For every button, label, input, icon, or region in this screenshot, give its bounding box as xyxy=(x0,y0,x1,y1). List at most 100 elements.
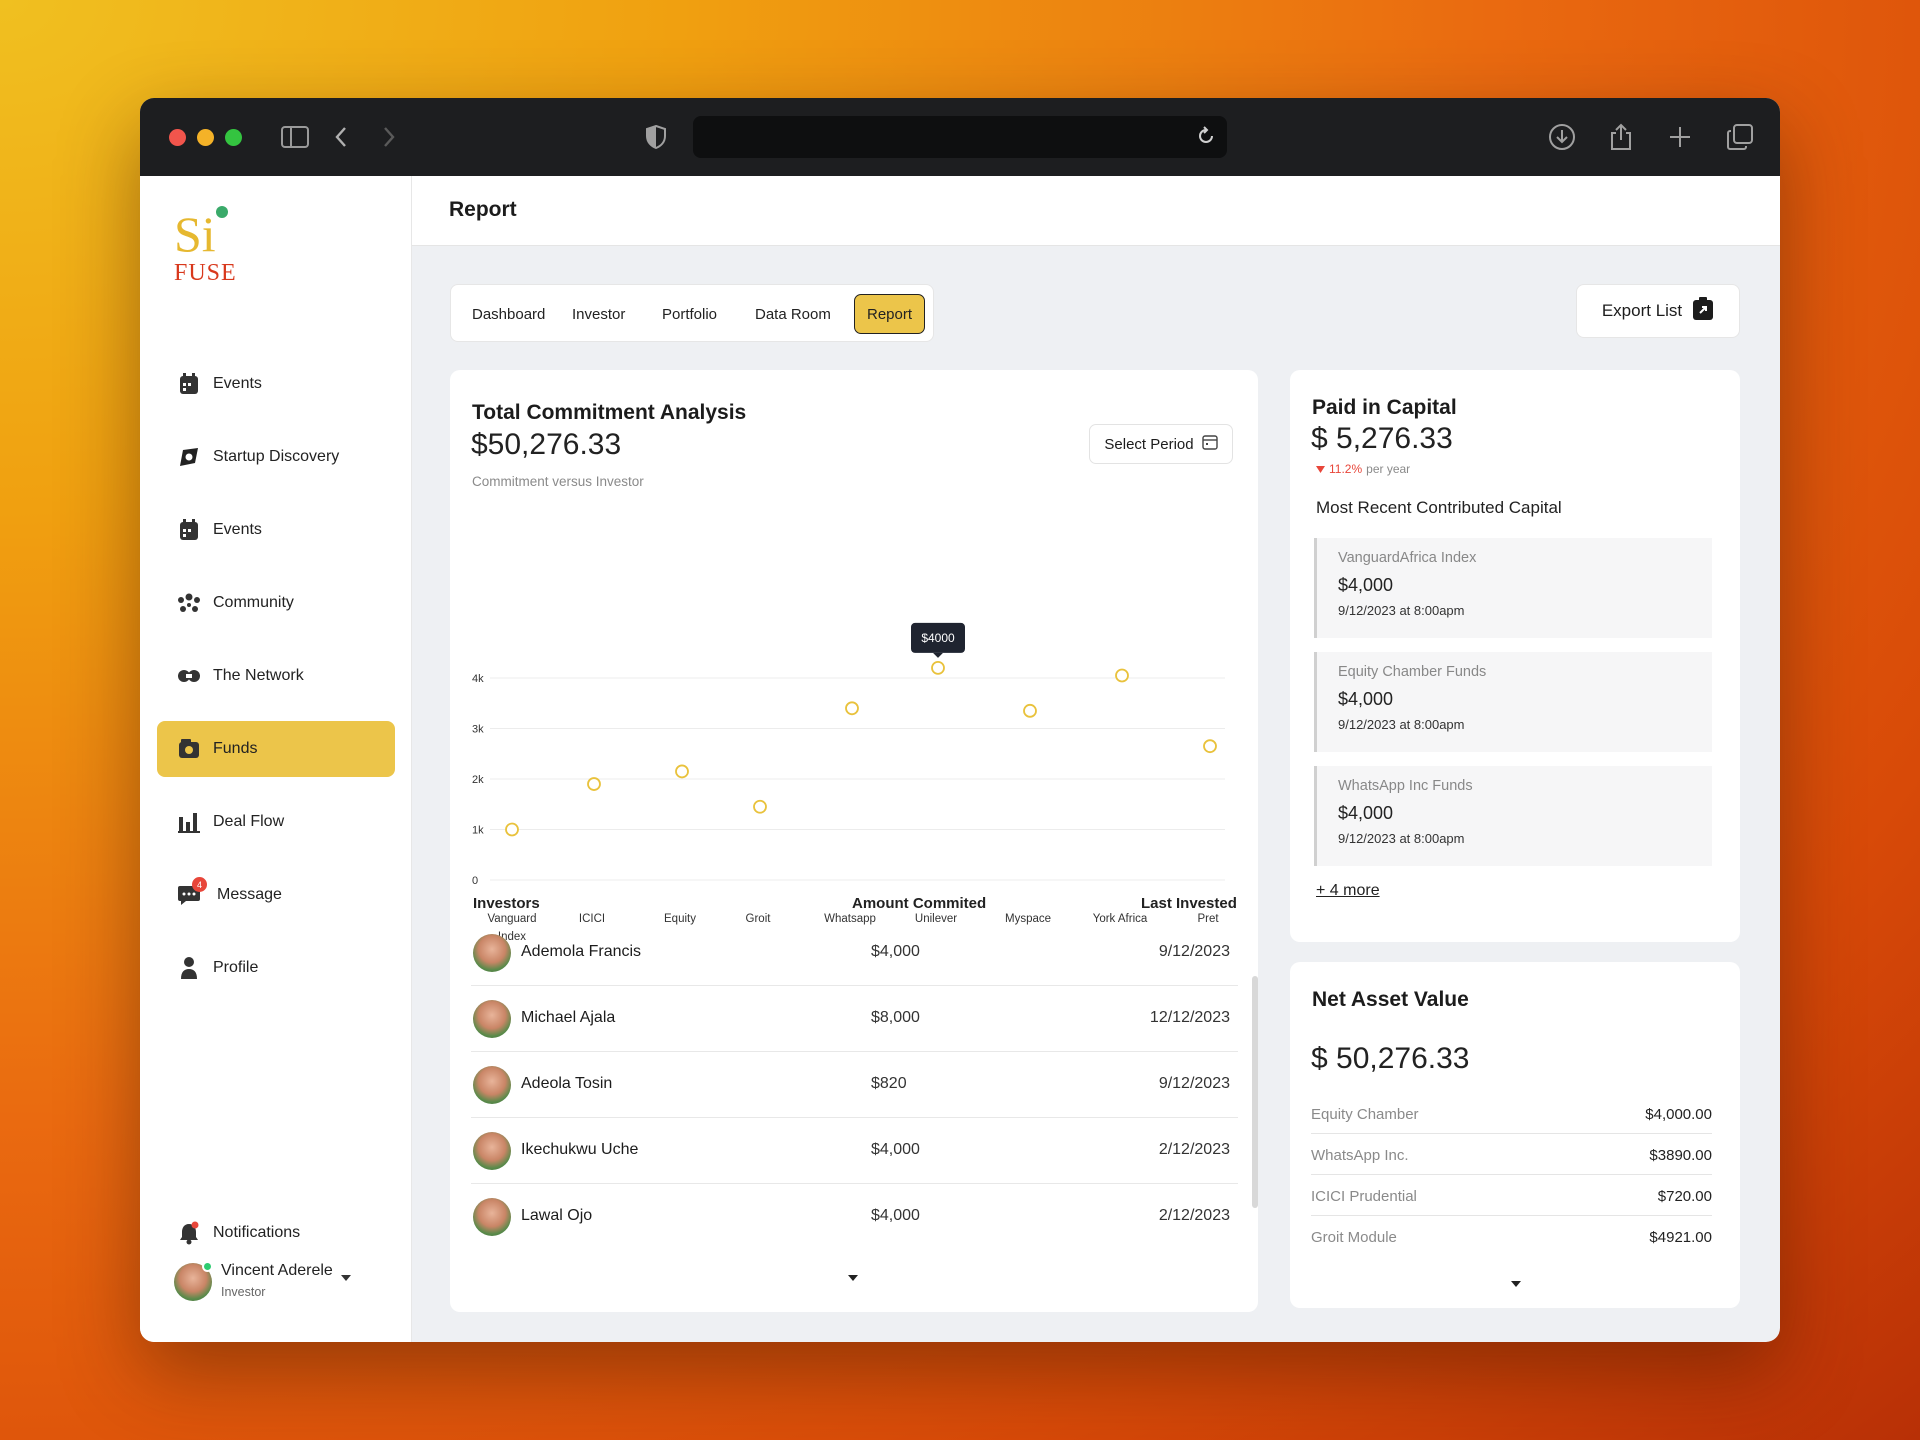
download-icon[interactable] xyxy=(1545,120,1579,154)
commitment-card xyxy=(450,370,1258,1312)
main-header: Report xyxy=(412,176,1780,246)
data-point[interactable] xyxy=(753,799,767,814)
data-point[interactable] xyxy=(587,777,601,791)
net-asset-item-value: $720.00 xyxy=(1657,1188,1712,1205)
user-role: Investor xyxy=(221,1285,266,1299)
tab-dashboard[interactable]: Dashboard xyxy=(472,305,546,323)
data-point[interactable] xyxy=(675,764,689,779)
user-profile-menu[interactable]: Vincent Aderele Investor xyxy=(174,1258,394,1318)
sidebar-item-deal-flow[interactable]: Deal Flow xyxy=(157,794,395,850)
calendar-icon xyxy=(177,372,201,396)
table-row[interactable]: Lawal Ojo $4,000 2/12/2023 xyxy=(471,1184,1238,1250)
investor-amount: $820 xyxy=(871,1075,907,1092)
investor-date: 2/12/2023 xyxy=(1158,1207,1230,1224)
sidebar-item-profile[interactable]: Profile xyxy=(157,940,395,996)
sidebar-item-label: The Network xyxy=(213,667,304,684)
capital-item[interactable]: WhatsApp Inc Funds $4,000 9/12/2023 at 8… xyxy=(1314,766,1712,866)
tabs-overview-icon[interactable] xyxy=(1723,120,1757,154)
tab-report[interactable]: Report xyxy=(854,294,926,334)
tab-investor[interactable]: Investor xyxy=(572,305,626,323)
minimize-window-button[interactable] xyxy=(197,129,214,146)
capital-item-date: 9/12/2023 at 8:00apm xyxy=(1338,831,1465,846)
table-expand-chevron-icon[interactable] xyxy=(847,1270,859,1288)
investor-date: 9/12/2023 xyxy=(1158,1075,1230,1092)
investor-name: Ademola Francis xyxy=(521,943,642,960)
table-row[interactable]: Michael Ajala $8,000 12/12/2023 xyxy=(471,986,1238,1052)
x-tick-label: ICICI xyxy=(579,913,605,925)
chart-tooltip: $4000 xyxy=(911,622,965,658)
investor-name: Michael Ajala xyxy=(521,1009,616,1026)
logo-top: Si xyxy=(174,206,216,262)
address-bar[interactable] xyxy=(693,116,1227,158)
net-asset-title: Net Asset Value xyxy=(1312,988,1469,1011)
y-tick-label: 4k xyxy=(472,673,484,685)
investors-header: Investors xyxy=(473,895,540,912)
forward-arrow-icon[interactable] xyxy=(372,120,406,154)
y-tick-label: 2k xyxy=(472,774,484,786)
capital-item-date: 9/12/2023 at 8:00apm xyxy=(1338,603,1465,618)
sidebar-toggle-icon[interactable] xyxy=(278,120,312,154)
globe-icon xyxy=(216,206,228,218)
table-row[interactable]: Ikechukwu Uche $4,000 2/12/2023 xyxy=(471,1118,1238,1184)
chevron-down-icon[interactable] xyxy=(340,1270,352,1288)
close-window-button[interactable] xyxy=(169,129,186,146)
sidebar-item-the-network[interactable]: The Network xyxy=(157,648,395,704)
down-triangle-icon xyxy=(1316,462,1325,476)
sidebar-item-events[interactable]: Events xyxy=(157,356,395,412)
sifuse-logo[interactable]: Si FUSE xyxy=(174,206,254,290)
investor-amount: $4,000 xyxy=(871,943,920,960)
more-capital-link[interactable]: + 4 more xyxy=(1316,882,1380,899)
last-invested-header: Last Invested xyxy=(1141,895,1237,912)
commitment-subtitle: Commitment versus Investor xyxy=(472,474,644,489)
tab-data-room[interactable]: Data Room xyxy=(755,305,831,323)
data-point[interactable] xyxy=(1115,668,1129,683)
select-period-button[interactable]: Select Period xyxy=(1089,424,1233,464)
capital-item-name: VanguardAfrica Index xyxy=(1338,550,1477,566)
shield-icon[interactable] xyxy=(639,120,673,154)
capital-item-name: Equity Chamber Funds xyxy=(1338,664,1487,680)
data-point[interactable] xyxy=(845,701,859,716)
sidebar-item-startup-discovery[interactable]: Startup Discovery xyxy=(157,429,395,485)
new-tab-icon[interactable] xyxy=(1663,120,1697,154)
sidebar-item-label: Events xyxy=(213,375,262,392)
sidebar-item-community[interactable]: Community xyxy=(157,575,395,631)
capital-item-name: WhatsApp Inc Funds xyxy=(1338,778,1473,794)
net-asset-expand-chevron-icon[interactable] xyxy=(1510,1276,1522,1294)
investor-name: Adeola Tosin xyxy=(521,1075,613,1092)
capital-item[interactable]: Equity Chamber Funds $4,000 9/12/2023 at… xyxy=(1314,652,1712,752)
data-point[interactable] xyxy=(931,660,945,675)
commitment-total: $50,276.33 xyxy=(471,428,622,461)
sidebar-item-funds[interactable]: Funds xyxy=(157,721,395,777)
share-icon[interactable] xyxy=(1604,120,1638,154)
user-name: Vincent Aderele xyxy=(221,1262,333,1279)
reload-icon[interactable] xyxy=(1195,125,1219,149)
data-point[interactable] xyxy=(1203,739,1217,754)
table-row[interactable]: Ademola Francis $4,000 9/12/2023 xyxy=(471,920,1238,986)
maximize-window-button[interactable] xyxy=(225,129,242,146)
change-percent: 11.2% xyxy=(1329,462,1363,476)
sidebar-item-label: Notifications xyxy=(213,1224,301,1241)
tab-portfolio[interactable]: Portfolio xyxy=(662,305,718,323)
report-tabs: Dashboard Investor Portfolio Data Room R… xyxy=(450,284,934,342)
back-arrow-icon[interactable] xyxy=(324,120,358,154)
data-point[interactable] xyxy=(505,822,519,837)
table-row[interactable]: Adeola Tosin $820 9/12/2023 xyxy=(471,1052,1238,1118)
capital-item-amount: $4,000 xyxy=(1338,803,1394,823)
sidebar-item-message[interactable]: 4 Message xyxy=(157,867,395,923)
paid-capital-amount: $ 5,276.33 xyxy=(1311,422,1453,455)
table-scrollbar[interactable] xyxy=(1252,976,1258,1208)
investor-date: 2/12/2023 xyxy=(1158,1141,1230,1158)
sidebar-item-label: Message xyxy=(217,886,282,903)
net-asset-card xyxy=(1290,962,1740,1308)
sidebar-item-events-2[interactable]: Events xyxy=(157,502,395,558)
export-list-button[interactable]: Export List xyxy=(1576,284,1740,338)
capital-item-date: 9/12/2023 at 8:00apm xyxy=(1338,717,1465,732)
change-suffix: per year xyxy=(1366,462,1411,476)
data-point[interactable] xyxy=(1023,703,1037,718)
investor-avatar xyxy=(473,934,511,972)
sidebar-item-label: Funds xyxy=(213,740,258,757)
sidebar-item-notifications[interactable]: Notifications xyxy=(157,1205,395,1261)
net-asset-item-name: Groit Module xyxy=(1311,1229,1397,1246)
capital-item[interactable]: VanguardAfrica Index $4,000 9/12/2023 at… xyxy=(1314,538,1712,638)
logo-bottom: FUSE xyxy=(174,260,237,286)
